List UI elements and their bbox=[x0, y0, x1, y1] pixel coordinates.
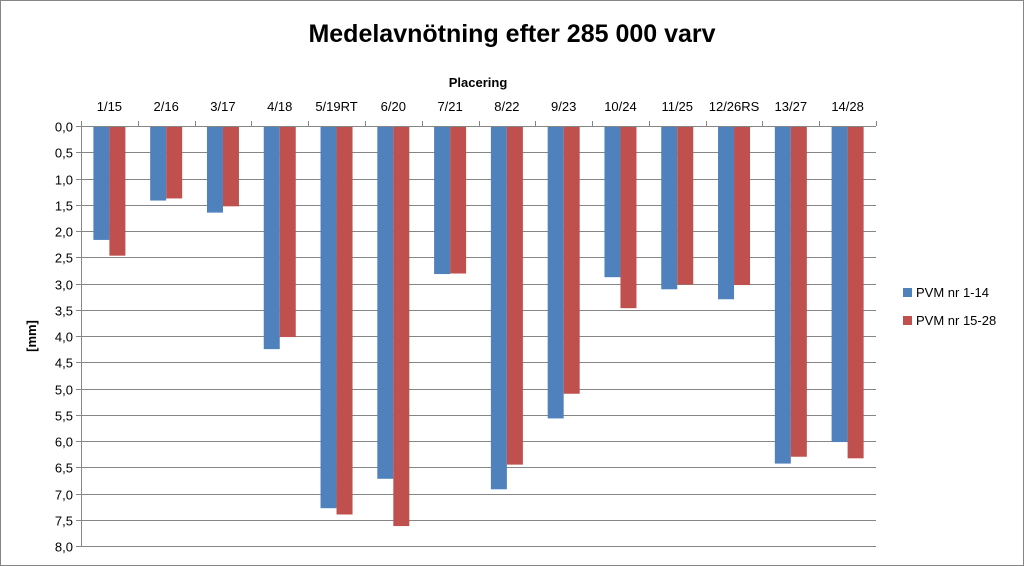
bars bbox=[93, 126, 864, 527]
bar-series-1 bbox=[93, 126, 110, 240]
bar-series-1 bbox=[434, 126, 451, 275]
bar-series-2 bbox=[790, 126, 807, 457]
bar-series-2 bbox=[336, 126, 353, 515]
bar-series-1 bbox=[661, 126, 678, 290]
y-tick-label: 0,5 bbox=[55, 146, 73, 161]
y-tick-label: 3,5 bbox=[55, 304, 73, 319]
x-tick-label: 13/27 bbox=[775, 99, 808, 114]
x-tick-label: 14/28 bbox=[831, 99, 864, 114]
bar-series-2 bbox=[677, 126, 694, 285]
y-tick-label: 2,0 bbox=[55, 225, 73, 240]
bar-series-1 bbox=[774, 126, 791, 464]
x-tick-label: 2/16 bbox=[154, 99, 179, 114]
y-tick-label: 7,0 bbox=[55, 488, 73, 503]
bar-series-2 bbox=[450, 126, 467, 274]
y-tick-label: 0,0 bbox=[55, 120, 73, 135]
bar-series-1 bbox=[150, 126, 167, 201]
bar-series-1 bbox=[831, 126, 848, 443]
bar-series-2 bbox=[847, 126, 864, 459]
y-tick-label: 6,0 bbox=[55, 435, 73, 450]
bar-series-1 bbox=[547, 126, 564, 419]
gridlines bbox=[81, 152, 876, 547]
x-tick-label: 10/24 bbox=[604, 99, 637, 114]
bar-series-1 bbox=[263, 126, 280, 350]
x-axis-title: Placering bbox=[449, 75, 508, 90]
bar-series-1 bbox=[604, 126, 621, 278]
legend: PVM nr 1-14 PVM nr 15-28 bbox=[903, 285, 996, 328]
bar-series-2 bbox=[166, 126, 183, 199]
bar-series-2 bbox=[109, 126, 126, 256]
bar-series-1 bbox=[490, 126, 507, 490]
x-tick-label: 11/25 bbox=[661, 99, 693, 114]
bar-series-2 bbox=[563, 126, 580, 394]
bar-series-2 bbox=[279, 126, 296, 338]
bar-series-2 bbox=[734, 126, 751, 286]
bar-series-1 bbox=[718, 126, 735, 300]
x-tick-label: 1/15 bbox=[97, 99, 122, 114]
y-tick-label: 4,0 bbox=[55, 330, 73, 345]
legend-label: PVM nr 1-14 bbox=[916, 285, 989, 300]
x-tick-label: 4/18 bbox=[267, 99, 292, 114]
x-tick-label: 8/22 bbox=[494, 99, 519, 114]
bar-series-1 bbox=[320, 126, 337, 509]
bar-series-2 bbox=[222, 126, 239, 207]
y-tick-label: 1,5 bbox=[55, 199, 73, 214]
y-tick-label: 8,0 bbox=[55, 540, 73, 555]
y-axis-title: [mm] bbox=[24, 320, 39, 352]
y-tick-label: 2,5 bbox=[55, 251, 73, 266]
y-tick-label: 4,5 bbox=[55, 356, 73, 371]
y-tick-label: 6,5 bbox=[55, 461, 73, 476]
bar-series-1 bbox=[377, 126, 394, 479]
y-tick-label: 3,0 bbox=[55, 278, 73, 293]
y-tick-label: 1,0 bbox=[55, 173, 73, 188]
chart-title: Medelavnötning efter 285 000 varv bbox=[308, 20, 715, 48]
legend-label: PVM nr 15-28 bbox=[916, 313, 996, 328]
x-tick-label: 12/26RS bbox=[709, 99, 760, 114]
legend-swatch bbox=[903, 288, 912, 297]
bar-series-2 bbox=[393, 126, 410, 527]
y-tick-label: 5,5 bbox=[55, 409, 73, 424]
y-tick-label: 5,0 bbox=[55, 383, 73, 398]
legend-swatch bbox=[903, 316, 912, 325]
x-tick-label: 7/21 bbox=[437, 99, 462, 114]
axes: 0,0 0,5 1,0 1,5 2,0 2,5 3,0 3,5 4,0 4,5 5,0 5,5 6,0 6… bbox=[55, 99, 877, 555]
x-tick-label: 5/19RT bbox=[315, 99, 357, 114]
bar-series-1 bbox=[206, 126, 223, 213]
x-tick-label: 9/23 bbox=[551, 99, 576, 114]
bar-series-2 bbox=[506, 126, 523, 465]
y-tick-label: 7,5 bbox=[55, 514, 73, 529]
x-tick-label: 6/20 bbox=[381, 99, 406, 114]
bar-series-2 bbox=[620, 126, 637, 309]
x-tick-label: 3/17 bbox=[210, 99, 235, 114]
